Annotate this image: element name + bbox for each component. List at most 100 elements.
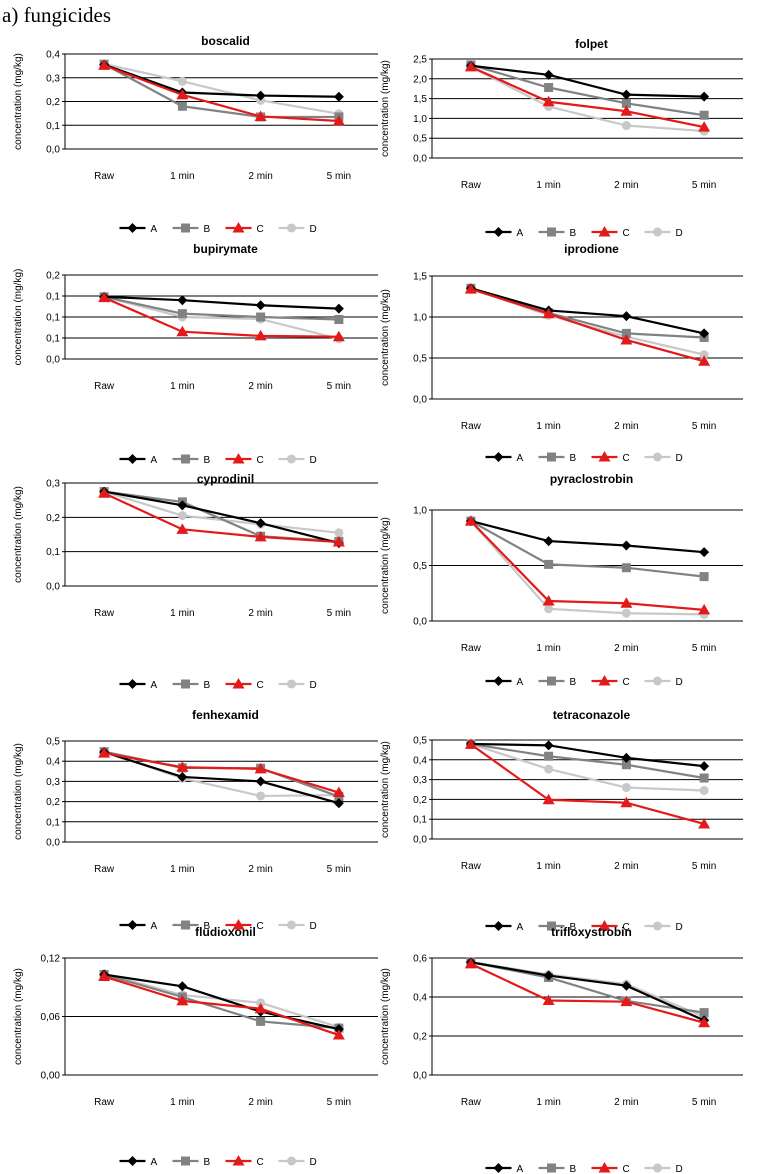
data-point-A <box>543 536 554 547</box>
legend-marker-B <box>181 223 190 233</box>
y-tick-label: 0,1 <box>46 334 60 345</box>
y-tick-label: 0,5 <box>413 354 427 365</box>
x-tick-label: Raw <box>94 1097 115 1108</box>
legend-label-A: A <box>517 1164 524 1174</box>
legend-label-C: C <box>623 922 630 933</box>
legend-marker-A <box>127 1156 138 1166</box>
x-tick-label: 1 min <box>170 864 194 875</box>
legend-label-C: C <box>257 680 264 691</box>
data-point-A <box>699 328 710 339</box>
chart-title: bupirymate <box>193 242 258 256</box>
legend-marker-C <box>598 451 611 462</box>
chart-fenhexamid: fenhexamid 0,0 0,1 0,2 0,3 0,4 0,5 concentratio… <box>13 708 378 932</box>
legend-marker-C <box>598 920 611 931</box>
data-point-C <box>698 355 711 366</box>
series-line-B <box>103 973 339 1030</box>
data-point-C <box>620 597 633 608</box>
legend-label-C: C <box>257 224 264 235</box>
legend-marker-A <box>493 227 504 237</box>
legend-marker-D <box>287 454 296 464</box>
legend-label-D: D <box>310 455 317 466</box>
data-point-C <box>332 786 345 798</box>
data-point-C <box>98 487 111 498</box>
y-tick-label: 0,5 <box>413 134 427 145</box>
chart-title: iprodione <box>564 242 619 256</box>
legend: A B C D <box>119 919 317 932</box>
data-point-A <box>699 761 710 772</box>
data-point-B <box>621 328 631 338</box>
legend-marker-C <box>232 678 245 689</box>
series-line-C <box>103 296 339 338</box>
chart-title: boscalid <box>201 34 250 48</box>
legend-label-A: A <box>151 455 158 466</box>
series-line-C <box>103 492 339 544</box>
data-point-A <box>543 740 554 751</box>
y-tick-label: 0,2 <box>46 271 60 282</box>
legend-marker-C <box>232 919 245 930</box>
data-point-A <box>621 980 632 991</box>
legend-label-A: A <box>151 921 158 932</box>
chart-title: trifloxystrobin <box>551 925 632 939</box>
series-A <box>465 516 710 558</box>
series-C <box>464 283 711 366</box>
y-axis-label: concentration (mg/kg) <box>13 269 24 366</box>
series-A <box>99 747 344 809</box>
series-line-C <box>470 520 705 611</box>
y-tick-label: 0,1 <box>46 121 60 132</box>
y-tick-label: 0,2 <box>413 1032 427 1043</box>
legend: A B C D <box>119 222 317 235</box>
data-point-D <box>334 528 344 538</box>
data-point-D <box>544 604 554 614</box>
data-point-D <box>177 76 187 86</box>
x-tick-label: 2 min <box>614 861 638 872</box>
y-tick-label: 0,0 <box>46 355 60 366</box>
legend: A B C D <box>485 451 683 464</box>
legend-marker-B <box>181 454 190 464</box>
series-C <box>464 515 711 615</box>
chart-boscalid: boscalid 0,0 0,1 0,2 0,3 0,4 concentration (mg… <box>13 34 378 235</box>
data-point-C <box>620 796 633 808</box>
legend-label-B: B <box>570 228 577 239</box>
x-tick-label: 2 min <box>248 864 272 875</box>
series-D <box>466 283 709 360</box>
data-point-C <box>698 121 711 132</box>
data-point-A <box>177 500 188 511</box>
series-line-D <box>103 972 340 1029</box>
legend-marker-D <box>287 920 296 930</box>
y-tick-label: 2,5 <box>413 55 427 66</box>
chart-cyprodinil: cyprodinil 0,0 0,1 0,2 0,3 concentration (mg/… <box>13 472 378 691</box>
y-axis-label: concentration (mg/kg) <box>380 741 391 838</box>
data-point-A <box>621 89 632 100</box>
x-tick-label: 5 min <box>692 421 716 432</box>
legend-marker-B <box>547 921 556 931</box>
x-tick-label: 5 min <box>692 643 716 654</box>
data-point-A <box>699 91 710 102</box>
x-tick-label: 1 min <box>170 608 194 619</box>
y-tick-label: 1,0 <box>413 313 427 324</box>
data-point-D <box>256 791 266 801</box>
data-point-C <box>176 994 189 1006</box>
series-line-A <box>103 490 340 545</box>
legend-marker-C <box>232 453 245 464</box>
legend-marker-C <box>232 222 245 233</box>
legend: A B C D <box>119 678 317 691</box>
data-point-A <box>621 311 632 322</box>
y-axis-label: concentration (mg/kg) <box>13 486 24 583</box>
x-tick-label: Raw <box>461 861 482 872</box>
legend-label-A: A <box>517 922 524 933</box>
y-axis-label: concentration (mg/kg) <box>13 53 24 150</box>
data-point-B <box>544 83 554 93</box>
series-line-A <box>103 751 340 805</box>
data-point-A <box>255 518 266 529</box>
legend-label-A: A <box>517 453 524 464</box>
data-point-C <box>98 970 111 982</box>
chart-title: tetraconazole <box>553 708 631 722</box>
legend-label-A: A <box>151 224 158 235</box>
legend-marker-D <box>287 1156 296 1166</box>
data-point-B <box>621 760 631 770</box>
y-tick-label: 0,3 <box>46 777 60 788</box>
legend-marker-A <box>127 679 138 689</box>
y-tick-label: 0,1 <box>46 313 60 324</box>
series-line-A <box>470 961 705 1022</box>
data-point-C <box>176 761 189 772</box>
